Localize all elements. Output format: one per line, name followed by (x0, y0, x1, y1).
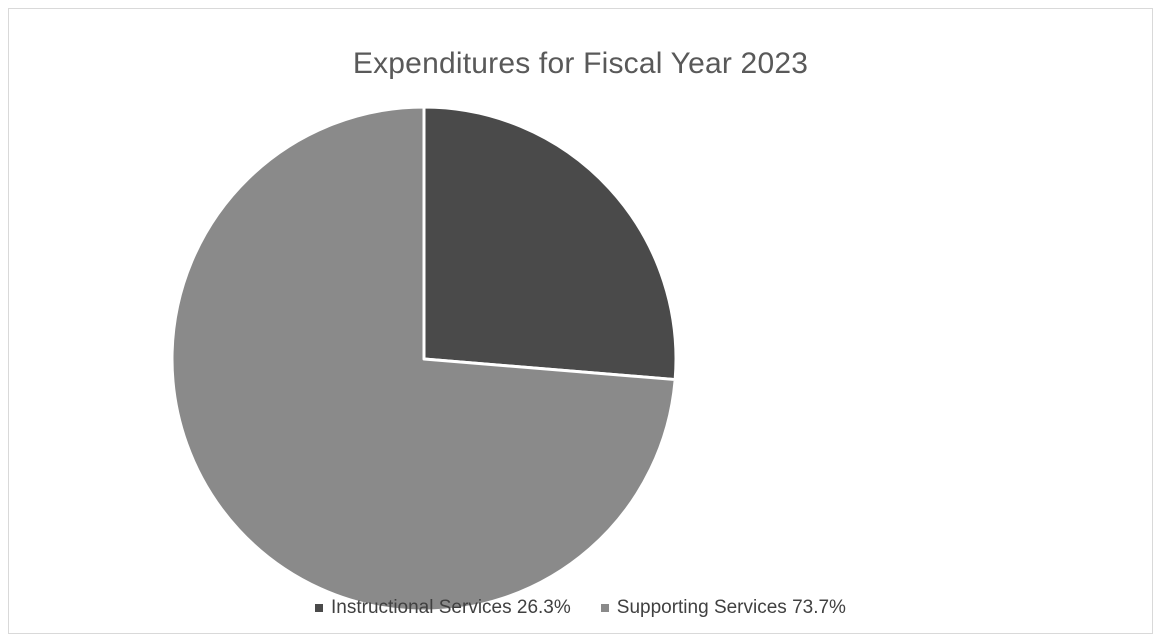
chart-area: Expenditures for Fiscal Year 2023 Instru… (8, 8, 1153, 634)
legend-item-instructional: Instructional Services 26.3% (315, 597, 571, 619)
legend-label-supporting: Supporting Services 73.7% (616, 597, 846, 618)
pie-slice-supporting (170, 105, 677, 613)
legend-item-supporting: Supporting Services 73.7% (600, 597, 846, 619)
pie-slice-instructional (422, 105, 678, 382)
chart-title: Expenditures for Fiscal Year 2023 (352, 47, 809, 80)
legend-swatch-supporting (600, 604, 609, 612)
legend-swatch-instructional (315, 604, 324, 612)
legend-label-instructional: Instructional Services 26.3% (331, 597, 571, 618)
chart-legend: Instructional Services 26.3% Supporting … (9, 597, 1152, 619)
pie-chart (170, 105, 678, 613)
